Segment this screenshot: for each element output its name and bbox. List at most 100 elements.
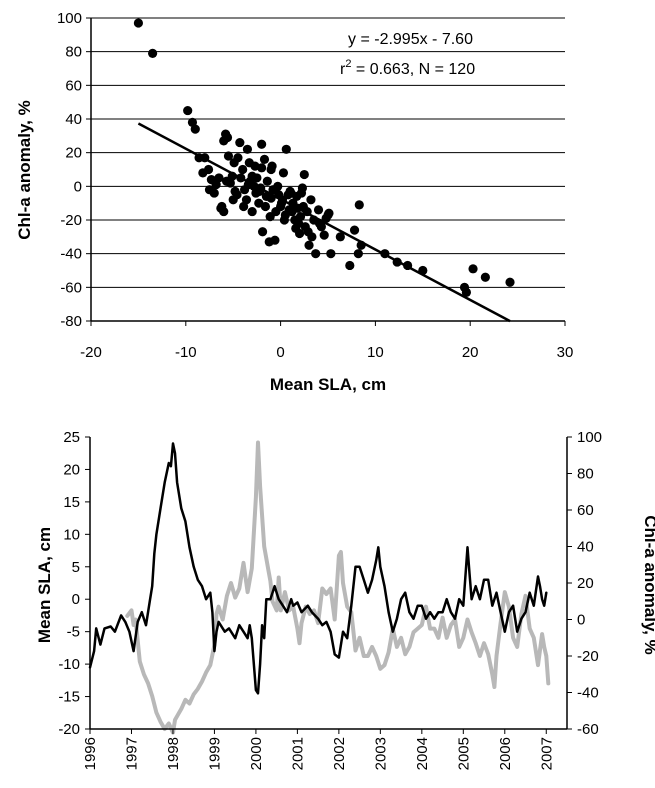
data-point — [222, 132, 233, 143]
data-point — [239, 201, 249, 212]
x-tick-label: -20 — [80, 344, 102, 361]
left-tick-label: -15 — [58, 689, 80, 706]
data-point — [304, 240, 314, 250]
data-point — [461, 287, 472, 297]
data-point — [252, 173, 262, 183]
data-point — [480, 272, 490, 282]
data-point — [216, 203, 226, 213]
left-tick-label: 10 — [63, 526, 80, 543]
chl-a-anomaly-line — [125, 440, 551, 735]
data-point — [349, 225, 360, 235]
scatter-points — [133, 18, 515, 297]
data-point — [259, 154, 270, 164]
left-tick-label: 0 — [72, 591, 80, 608]
data-point — [262, 176, 272, 186]
timeseries-right-ticks: -60 -40 -20 0 20 40 60 80 100 — [567, 429, 602, 738]
x-tick-label: 2007 — [538, 737, 555, 770]
data-point — [270, 235, 280, 245]
data-point — [204, 185, 215, 195]
y-tick-label: -80 — [60, 313, 82, 330]
data-point — [313, 205, 324, 215]
data-point — [281, 144, 291, 154]
data-point — [294, 218, 304, 228]
data-point — [183, 105, 193, 116]
scatter-chart: -20 -10 0 10 20 30 -80 -60 -40 -20 0 20 40 60 80 100 y… — [15, 10, 573, 394]
x-tick-label: 1996 — [82, 737, 99, 770]
data-point — [242, 144, 253, 154]
scatter-y-ticks: -80 -60 -40 -20 0 20 40 60 80 100 — [57, 10, 91, 330]
data-point — [148, 48, 158, 58]
x-tick-label: 1999 — [206, 737, 223, 770]
data-point — [238, 164, 248, 175]
left-tick-label: 25 — [63, 429, 80, 446]
x-tick-label: 1998 — [165, 737, 182, 770]
y-tick-label: -20 — [60, 212, 82, 229]
left-tick-label: 15 — [63, 494, 80, 511]
y-tick-label: -60 — [60, 279, 82, 296]
data-point — [232, 190, 242, 200]
y-tick-label: 100 — [57, 10, 82, 27]
data-point — [133, 18, 143, 28]
right-tick-label: 0 — [577, 612, 585, 629]
x-tick-label: -10 — [175, 344, 197, 361]
y-tick-label: 40 — [65, 111, 82, 128]
data-point — [299, 169, 309, 180]
y-tick-label: -40 — [60, 246, 82, 263]
right-tick-label: 80 — [577, 466, 594, 483]
data-point — [311, 249, 321, 259]
data-point — [257, 227, 268, 237]
data-point — [505, 277, 515, 287]
data-point — [297, 183, 308, 193]
data-point — [324, 208, 334, 218]
x-tick-label: 10 — [367, 344, 384, 361]
data-point — [235, 137, 245, 148]
left-tick-label: 20 — [63, 461, 80, 478]
right-tick-label: 40 — [577, 539, 594, 556]
regression-statistics: r2 = 0.663, N = 120 — [340, 58, 475, 78]
y-tick-label: 20 — [65, 145, 82, 162]
trendline — [137, 122, 511, 323]
x-tick-label: 2003 — [372, 737, 389, 770]
right-tick-label: -60 — [577, 721, 599, 738]
data-point — [260, 201, 271, 212]
data-point — [326, 249, 336, 259]
data-point — [250, 161, 260, 171]
regression-equation: y = -2.995x - 7.60 — [348, 31, 473, 48]
right-tick-label: 20 — [577, 575, 594, 592]
scatter-gridlines — [91, 17, 565, 288]
data-point — [221, 176, 232, 186]
y-tick-label: 80 — [65, 44, 82, 61]
data-point — [229, 158, 239, 168]
timeseries-lines — [88, 440, 551, 735]
x-tick-label: 1997 — [123, 737, 140, 770]
data-point — [190, 124, 200, 134]
mean-sla-line — [88, 442, 548, 695]
scatter-y-axis-label: Chl-a anomaly, % — [15, 100, 34, 240]
right-tick-label: -40 — [577, 685, 599, 702]
left-tick-label: -10 — [58, 656, 80, 673]
scatter-x-axis-label: Mean SLA, cm — [270, 375, 386, 394]
data-point — [267, 161, 277, 171]
x-tick-label: 30 — [557, 344, 574, 361]
x-tick-label: 2005 — [455, 737, 472, 770]
data-point — [247, 206, 257, 217]
x-tick-label: 2002 — [331, 737, 348, 770]
data-point — [345, 260, 355, 271]
timeseries-left-ticks: -20 -15 -10 -5 0 5 10 15 20 25 — [58, 429, 90, 738]
data-point — [214, 173, 224, 183]
x-tick-label: 2006 — [497, 737, 514, 770]
data-point — [294, 228, 305, 239]
data-point — [292, 191, 302, 202]
x-tick-label: 2000 — [248, 737, 265, 770]
data-point — [307, 232, 317, 242]
data-point — [335, 232, 345, 242]
data-point — [257, 139, 267, 149]
right-tick-label: 100 — [577, 429, 602, 446]
data-point — [273, 181, 283, 191]
data-point — [306, 195, 316, 205]
x-tick-label: 2001 — [289, 737, 306, 770]
y-tick-label: 0 — [74, 178, 82, 195]
x-tick-label: 20 — [462, 344, 479, 361]
timeseries-x-ticks: 1996 1997 1998 1999 2000 2001 2002 2003 2004 2005… — [82, 729, 555, 770]
left-tick-label: -5 — [67, 624, 80, 641]
